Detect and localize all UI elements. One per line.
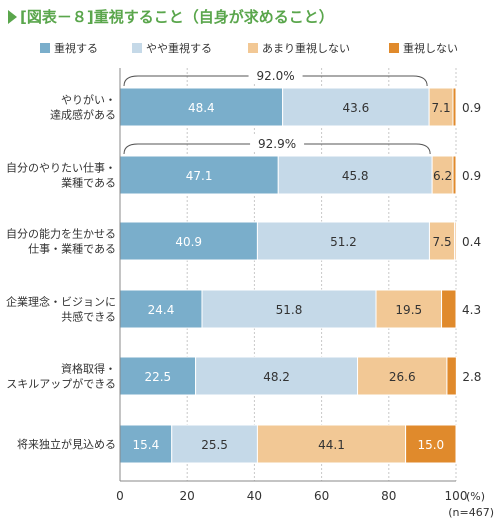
bar-value-label: 0.4	[462, 235, 481, 249]
bar-value-label: 22.5	[144, 370, 171, 384]
category-labels: やりがい・達成感がある自分のやりたい仕事・業種である自分の能力を生かせる仕事・業…	[6, 93, 116, 452]
category-label: 企業理念・ビジョンに共感できる	[6, 295, 116, 324]
bar-row-2: 40.9 51.2 7.5 0.4	[119, 221, 481, 261]
bar-value-label: 7.1	[432, 101, 451, 115]
bar-row-3: 24.4 51.8 19.5 4.3	[119, 289, 481, 329]
x-tick-label: 0	[116, 489, 124, 503]
legend-label: 重視する	[54, 41, 98, 55]
total-annotations: 92.0% 92.9%	[123, 68, 431, 155]
x-tick-label: 100	[445, 489, 468, 503]
x-axis: 0 20 40 60 80 100(%) (n=467)	[116, 68, 494, 519]
legend-swatch	[248, 43, 258, 53]
bar-value-label: 15.4	[133, 438, 160, 452]
total-label: 92.0%	[256, 69, 294, 83]
bar-segment	[256, 424, 407, 464]
x-tick-label: 40	[247, 489, 262, 503]
legend-label: やや重視する	[146, 41, 212, 55]
gridlines	[119, 68, 457, 481]
legend-item-0: 重視する	[40, 41, 98, 55]
bar-value-label: 25.5	[201, 438, 228, 452]
bar-segment	[201, 289, 377, 329]
x-unit-label: (%)	[466, 490, 485, 503]
total-label-bg	[248, 68, 303, 82]
bar-value-label: 4.3	[462, 303, 481, 317]
category-label: 将来独立が見込める	[17, 437, 116, 451]
bar-row-0: 48.4 43.6 7.1 0.9	[119, 87, 481, 127]
bar-segment	[119, 87, 284, 127]
legend-swatch	[132, 43, 142, 53]
bar-segment	[256, 221, 430, 261]
bar-value-label: 40.9	[175, 235, 202, 249]
bar-value-label: 6.2	[433, 169, 452, 183]
bar-value-label: 48.2	[263, 370, 290, 384]
category-label: 資格取得・スキルアップができる	[6, 362, 116, 391]
bar-value-label: 24.4	[148, 303, 175, 317]
bar-value-label: 44.1	[318, 438, 345, 452]
bar-segment	[375, 289, 443, 329]
bar-value-label: 48.4	[188, 101, 215, 115]
bar-segment	[119, 155, 279, 195]
bar-segment	[441, 289, 457, 329]
legend-swatch	[389, 43, 399, 53]
legend-item-1: やや重視する	[132, 41, 212, 55]
bar-segment	[446, 356, 457, 396]
bar-value-label: 26.6	[389, 370, 416, 384]
chart-title: [図表－８]重視すること（自身が求めること）	[8, 8, 334, 26]
legend-item-2: あまり重視しない	[248, 41, 350, 55]
category-label: やりがい・達成感がある	[50, 93, 116, 122]
category-label: 自分のやりたい仕事・業種である	[6, 162, 116, 190]
legend-label: あまり重視しない	[262, 41, 350, 55]
bar-segment	[452, 155, 457, 195]
total-label-bg	[250, 136, 305, 150]
bar-segment	[171, 424, 258, 464]
legend-label: 重視しない	[403, 41, 458, 55]
legend: 重視する やや重視する あまり重視しない 重視しない	[40, 41, 458, 55]
legend-swatch	[40, 43, 50, 53]
bar-segment	[428, 221, 456, 261]
bar-value-label: 0.9	[462, 101, 481, 115]
bar-value-label: 51.2	[330, 235, 357, 249]
bar-segment	[454, 221, 457, 261]
bar-row-5: 15.4 25.5 44.1 15.0	[119, 424, 457, 464]
bar-row-4: 22.5 48.2 26.6 2.8	[119, 356, 481, 396]
bar-value-label: 43.6	[343, 101, 370, 115]
bar-value-label: 2.8	[462, 370, 481, 384]
bar-value-label: 0.9	[462, 169, 481, 183]
bar-row-1: 47.1 45.8 6.2 0.9	[119, 155, 481, 195]
bar-value-label: 47.1	[186, 169, 213, 183]
legend-item-3: 重視しない	[389, 41, 458, 55]
sample-size-note: (n=467)	[448, 506, 494, 519]
chart-title-text: [図表－８]重視すること（自身が求めること）	[20, 8, 334, 26]
bar-value-label: 15.0	[417, 438, 444, 452]
bar-segment	[452, 87, 457, 127]
bar-value-label: 7.5	[433, 235, 452, 249]
bar-value-label: 19.5	[395, 303, 422, 317]
bar-segment	[195, 356, 359, 396]
category-label: 自分の能力を生かせる仕事・業種である	[6, 227, 116, 256]
bar-value-label: 51.8	[276, 303, 303, 317]
x-tick-label: 80	[381, 489, 396, 503]
bar-segment	[357, 356, 448, 396]
total-label: 92.9%	[258, 137, 296, 151]
bar-segment	[119, 356, 197, 396]
title-marker-icon	[8, 10, 17, 24]
x-tick-label: 20	[180, 489, 195, 503]
bars: 48.4 43.6 7.1 0.9 47.1 45.8 6.2 0.9 40.9 51.2 7.5 0…	[119, 87, 481, 464]
bar-value-label: 45.8	[342, 169, 369, 183]
bar-segment	[405, 424, 457, 464]
x-tick-label: 60	[314, 489, 329, 503]
